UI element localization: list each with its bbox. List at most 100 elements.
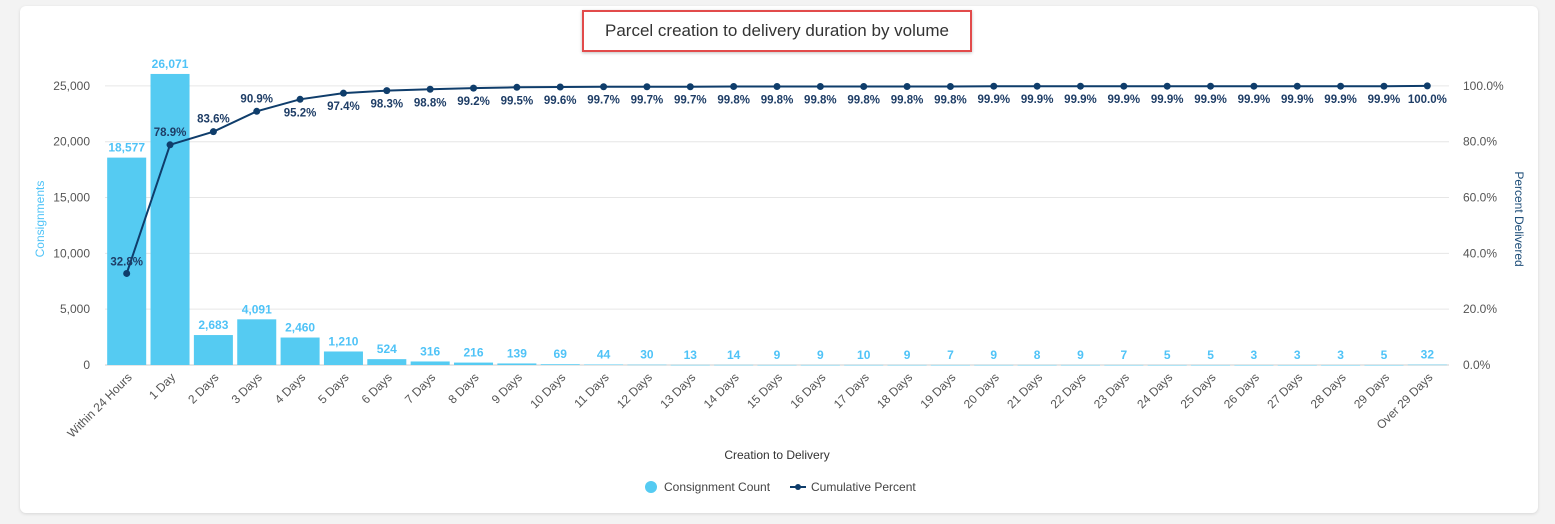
x-tick-label: 15 Days — [744, 370, 785, 411]
y2-tick-label: 80.0% — [1463, 135, 1497, 149]
line-point[interactable] — [426, 85, 434, 93]
line-value-label: 99.7% — [631, 95, 664, 107]
line-point[interactable] — [860, 82, 868, 90]
line-point[interactable] — [816, 82, 824, 90]
line-point[interactable] — [253, 107, 261, 115]
line-value-label: 99.7% — [587, 95, 620, 107]
bar-value-label: 32 — [1421, 348, 1435, 362]
legend-item-cumulative-percent[interactable]: Cumulative Percent — [811, 480, 916, 494]
x-tick-label: 28 Days — [1308, 370, 1349, 411]
bar[interactable] — [974, 364, 1014, 366]
bar-value-label: 3 — [1251, 348, 1258, 362]
bar[interactable] — [1017, 364, 1057, 366]
line-point[interactable] — [773, 82, 781, 90]
bar-value-label: 7 — [947, 348, 954, 362]
line-point[interactable] — [296, 95, 304, 103]
line-point[interactable] — [470, 84, 478, 92]
x-tick-label: 13 Days — [657, 370, 698, 411]
line-point[interactable] — [1380, 82, 1388, 90]
line-value-label: 99.9% — [1281, 94, 1314, 106]
line-point[interactable] — [990, 82, 998, 90]
y2-tick-label: 20.0% — [1463, 302, 1497, 316]
x-tick-label: 24 Days — [1134, 370, 1175, 411]
line-point[interactable] — [209, 128, 217, 136]
bar[interactable] — [887, 364, 927, 366]
bar[interactable] — [323, 351, 363, 365]
bar[interactable] — [1407, 364, 1447, 366]
line-point[interactable] — [903, 82, 911, 90]
y2-tick-label: 60.0% — [1463, 191, 1497, 205]
bar[interactable] — [670, 364, 710, 366]
line-point[interactable] — [730, 82, 738, 90]
x-tick-label: Within 24 Hours — [65, 370, 135, 440]
bar[interactable] — [1191, 364, 1231, 366]
bar[interactable] — [454, 362, 494, 365]
bar[interactable] — [540, 364, 580, 365]
x-tick-label: 4 Days — [272, 370, 308, 406]
line-value-label: 99.9% — [1064, 94, 1097, 106]
line-point[interactable] — [686, 83, 694, 91]
bar[interactable] — [1234, 364, 1274, 366]
line-point[interactable] — [339, 89, 347, 97]
y2-tick-label: 40.0% — [1463, 246, 1497, 260]
left-y-axis-ticks: 0 5,000 10,000 15,000 20,000 25,000 — [53, 79, 90, 372]
bar[interactable] — [237, 319, 277, 365]
bar-value-label: 316 — [420, 344, 440, 358]
x-tick-label: 3 Days — [229, 370, 265, 406]
line-data-labels: 32.8% 78.9% 83.6% 90.9% 95.2% 97.4% 98.3% 98.8%… — [110, 93, 1446, 268]
y-tick-label: 10,000 — [53, 246, 90, 260]
legend-item-consignment-count[interactable]: Consignment Count — [664, 480, 771, 494]
bar[interactable] — [1147, 364, 1187, 366]
bar-value-label: 3 — [1294, 348, 1301, 362]
bar[interactable] — [367, 359, 407, 365]
line-point[interactable] — [123, 269, 131, 277]
bar[interactable] — [1321, 364, 1361, 366]
bar[interactable] — [280, 337, 320, 365]
y-tick-label: 15,000 — [53, 191, 90, 205]
line-value-label: 99.8% — [717, 94, 750, 106]
line-point[interactable] — [1076, 82, 1084, 90]
line-point[interactable] — [166, 141, 174, 149]
bar[interactable] — [714, 364, 754, 366]
bar-data-labels: 18,577 26,071 2,683 4,091 2,460 1,210 524 316 21… — [108, 57, 1434, 362]
x-tick-label: 10 Days — [527, 370, 568, 411]
bar[interactable] — [627, 364, 667, 366]
line-point[interactable] — [1250, 82, 1258, 90]
bar[interactable] — [1104, 364, 1144, 366]
bar[interactable] — [107, 157, 147, 365]
line-point[interactable] — [643, 83, 651, 91]
line-point[interactable] — [1120, 82, 1128, 90]
bar[interactable] — [150, 73, 190, 366]
bar[interactable] — [1060, 364, 1100, 366]
line-point[interactable] — [1033, 82, 1041, 90]
line-value-label: 32.8% — [110, 256, 143, 268]
bar[interactable] — [1277, 364, 1317, 366]
line-point[interactable] — [1423, 82, 1431, 90]
line-point[interactable] — [1207, 82, 1215, 90]
bar-value-label: 9 — [817, 348, 824, 362]
bar-value-label: 2,460 — [285, 321, 315, 335]
line-point[interactable] — [556, 83, 564, 91]
y2-tick-label: 100.0% — [1463, 79, 1504, 93]
line-point[interactable] — [946, 82, 954, 90]
x-tick-label: 1 Day — [146, 370, 178, 402]
bar[interactable] — [844, 364, 884, 366]
bar[interactable] — [410, 361, 450, 365]
bar[interactable] — [757, 364, 797, 366]
bar[interactable] — [497, 363, 537, 365]
bar[interactable] — [800, 364, 840, 366]
line-point[interactable] — [383, 87, 391, 95]
bar[interactable] — [193, 335, 233, 365]
line-point[interactable] — [1163, 82, 1171, 90]
line-value-label: 99.8% — [934, 94, 967, 106]
x-tick-label: 26 Days — [1221, 370, 1262, 411]
bar[interactable] — [1364, 364, 1404, 366]
line-point[interactable] — [513, 83, 521, 91]
bar-value-label: 2,683 — [198, 318, 228, 332]
bar[interactable] — [584, 364, 624, 366]
line-point[interactable] — [600, 83, 608, 91]
bar[interactable] — [930, 364, 970, 366]
line-point[interactable] — [1337, 82, 1345, 90]
line-series — [123, 82, 1431, 277]
line-point[interactable] — [1293, 82, 1301, 90]
